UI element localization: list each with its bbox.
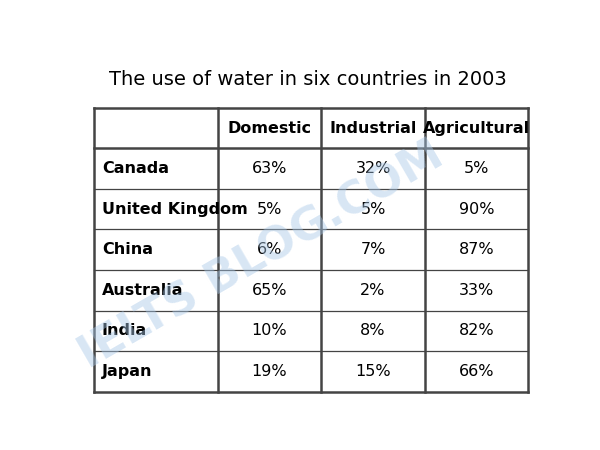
Text: 15%: 15% bbox=[355, 364, 391, 379]
Text: China: China bbox=[102, 242, 153, 257]
Text: Canada: Canada bbox=[102, 161, 169, 176]
Text: 5%: 5% bbox=[361, 202, 386, 217]
Text: 87%: 87% bbox=[459, 242, 494, 257]
Text: 33%: 33% bbox=[459, 283, 494, 298]
Text: Domestic: Domestic bbox=[227, 121, 311, 135]
Text: Agricultural: Agricultural bbox=[423, 121, 530, 135]
Text: IELTS BLOG.COM: IELTS BLOG.COM bbox=[71, 133, 451, 377]
Text: Japan: Japan bbox=[102, 364, 152, 379]
Text: The use of water in six countries in 2003: The use of water in six countries in 200… bbox=[109, 70, 506, 89]
Text: Industrial: Industrial bbox=[329, 121, 416, 135]
Text: Australia: Australia bbox=[102, 283, 184, 298]
Text: 63%: 63% bbox=[252, 161, 287, 176]
Text: 5%: 5% bbox=[464, 161, 489, 176]
Text: 10%: 10% bbox=[251, 324, 287, 338]
Text: 19%: 19% bbox=[251, 364, 287, 379]
Text: 8%: 8% bbox=[360, 324, 386, 338]
Text: 66%: 66% bbox=[459, 364, 494, 379]
Text: 7%: 7% bbox=[361, 242, 386, 257]
Text: United Kingdom: United Kingdom bbox=[102, 202, 248, 217]
Text: 82%: 82% bbox=[459, 324, 494, 338]
Text: 2%: 2% bbox=[361, 283, 386, 298]
Text: 32%: 32% bbox=[355, 161, 391, 176]
Text: 6%: 6% bbox=[257, 242, 282, 257]
Text: India: India bbox=[102, 324, 147, 338]
Text: 5%: 5% bbox=[257, 202, 282, 217]
Text: 90%: 90% bbox=[459, 202, 494, 217]
Text: 65%: 65% bbox=[251, 283, 287, 298]
